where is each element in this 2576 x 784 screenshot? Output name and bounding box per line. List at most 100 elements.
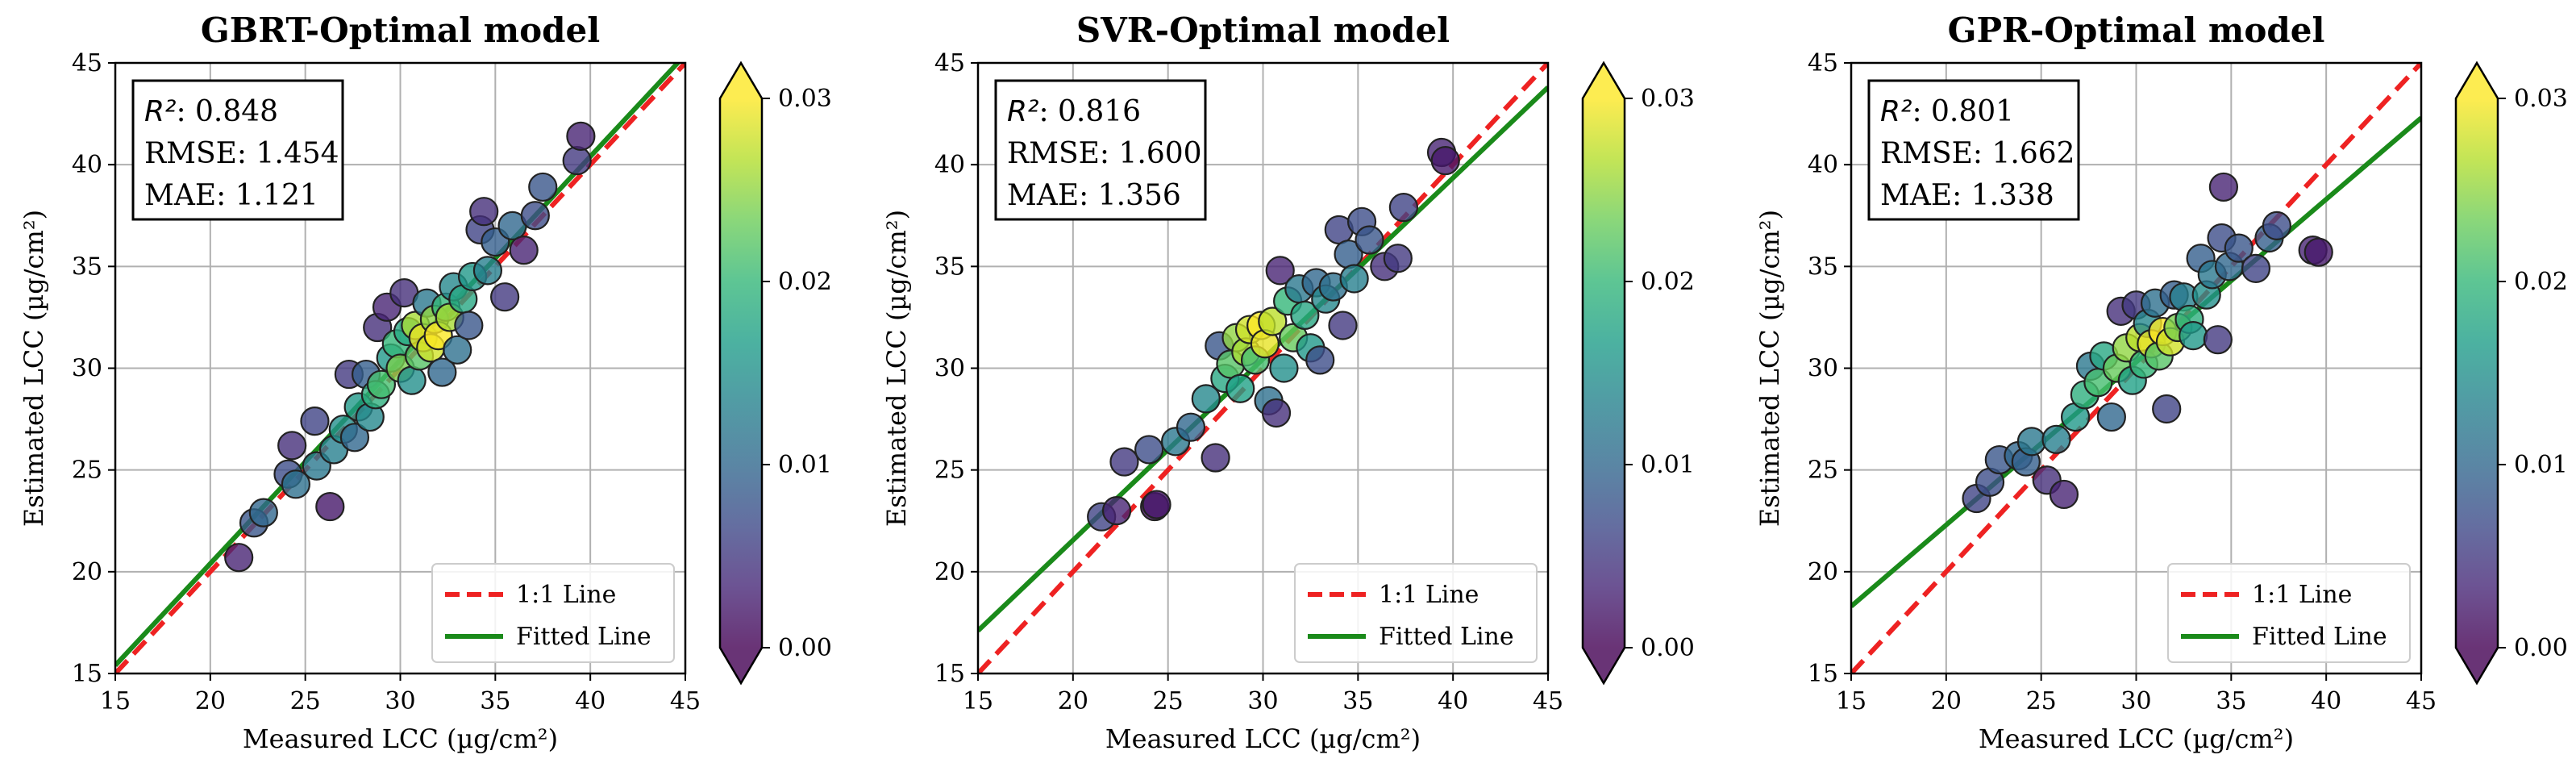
legend: 1:1 Line Fitted Line (1294, 563, 1538, 663)
y-tick-label: 40 (72, 151, 102, 179)
one-to-one-line (1851, 63, 2421, 673)
x-tick-label: 45 (2406, 687, 2437, 715)
scatter-point (2224, 233, 2253, 263)
colorbar-extend-min (2456, 648, 2498, 683)
y-tick-label: 45 (1808, 49, 1838, 77)
scatter-point (1355, 225, 1384, 255)
y-tick-label: 20 (72, 558, 102, 586)
scatter-points (224, 121, 596, 573)
scatter-points (1087, 137, 1460, 532)
legend-label-one-to-one: 1:1 Line (1379, 581, 1479, 609)
colorbar-tick-label: 0.00 (2514, 634, 2568, 662)
y-tick-label: 25 (934, 457, 965, 485)
legend-label-one-to-one: 1:1 Line (516, 581, 616, 609)
scatter-point (528, 172, 558, 202)
colorbar-extend-min (720, 648, 762, 683)
x-axis-label: Measured LCC (µg/cm²) (1105, 724, 1421, 754)
x-tick-label: 15 (963, 687, 993, 715)
scatter-point (2208, 172, 2239, 202)
r2-value: : 0.816 (1038, 95, 1141, 128)
scatter-point (281, 469, 310, 499)
r2-value: : 0.801 (1912, 95, 2014, 128)
legend: 1:1 Line Fitted Line (431, 563, 675, 663)
mae-stat: MAE: 1.356 (1007, 179, 1181, 212)
x-tick-label: 25 (290, 687, 321, 715)
stats-box (131, 79, 344, 221)
colorbar-tick-label: 0.00 (1641, 634, 1695, 662)
rmse-stat: RMSE: 1.600 (1007, 137, 1202, 170)
chart-title: GPR-Optimal model (1948, 10, 2325, 50)
y-tick-label: 15 (72, 660, 102, 688)
x-tick-label: 40 (2311, 687, 2341, 715)
chart-panel-2: 15 20 25 30 35 40 45 15 20 25 30 35 40 45 SVR-Optimal … (881, 10, 1695, 754)
x-tick-label: 40 (575, 687, 606, 715)
r2-label: R² (144, 95, 176, 128)
r2-stat: R²: 0.816 (1007, 95, 1141, 128)
scatter-point (1339, 264, 1369, 294)
x-axis-label: Measured LCC (µg/cm²) (243, 724, 558, 754)
colorbar-tick-label: 0.03 (778, 85, 832, 113)
x-tick-label: 30 (2120, 687, 2151, 715)
colorbar: 0.00 0.01 0.02 0.03 (718, 60, 832, 686)
colorbar-tick-label: 0.01 (2514, 451, 2568, 479)
r2-stat: R²: 0.801 (1880, 95, 2014, 128)
colorbar-gradient (720, 98, 762, 648)
legend-label-fitted: Fitted Line (1379, 623, 1514, 651)
scatter-point (2049, 479, 2079, 510)
scatter-point (248, 498, 278, 528)
scatter-point (1258, 307, 1288, 336)
rmse-stat: RMSE: 1.662 (1880, 137, 2075, 170)
colorbar-tick-label: 0.01 (778, 451, 832, 479)
scatter-point (1328, 311, 1358, 340)
scatter-point (1269, 353, 1299, 383)
x-tick-label: 25 (1153, 687, 1184, 715)
stats-box (1867, 79, 2080, 221)
scatter-point (469, 197, 499, 227)
scatter-point (315, 491, 345, 522)
colorbar-tick-label: 0.01 (1641, 451, 1695, 479)
x-tick-label: 35 (480, 687, 510, 715)
chart-title: GBRT-Optimal model (201, 10, 600, 50)
scatter-point (2179, 321, 2208, 351)
x-tick-label: 25 (2026, 687, 2057, 715)
x-tick-label: 20 (1058, 687, 1088, 715)
y-tick-label: 35 (1808, 252, 1838, 281)
mae-stat: MAE: 1.338 (1880, 179, 2054, 212)
legend-label-one-to-one: 1:1 Line (2252, 581, 2352, 609)
colorbar-extend-max (1583, 63, 1625, 98)
x-tick-label: 30 (385, 687, 415, 715)
x-tick-label: 40 (1438, 687, 1468, 715)
r2-label: R² (1007, 95, 1038, 128)
scatter-point (1226, 373, 1255, 403)
chart-title: SVR-Optimal model (1076, 10, 1450, 50)
colorbar-tick-label: 0.02 (2514, 268, 2568, 296)
rmse-stat: RMSE: 1.454 (144, 137, 339, 170)
y-tick-label: 35 (72, 252, 102, 281)
y-tick-label: 25 (72, 457, 102, 485)
scatter-point (1201, 443, 1230, 473)
scatter-point (1101, 496, 1132, 526)
scatter-point (1191, 384, 1221, 414)
colorbar-extend-min (1583, 648, 1625, 683)
scatter-point (2262, 211, 2291, 240)
scatter-point (2152, 394, 2182, 424)
y-tick-label: 20 (1808, 558, 1838, 586)
colorbar-gradient (2456, 98, 2498, 648)
y-tick-label: 30 (72, 355, 102, 383)
scatter-point (397, 365, 427, 395)
scatter-point (224, 543, 254, 573)
scatter-point (1261, 398, 1292, 428)
r2-value: : 0.848 (176, 95, 278, 128)
scatter-point (2303, 237, 2333, 267)
y-axis-label: Estimated LCC (µg/cm²) (1754, 210, 1785, 527)
chart-panel-1: 15 20 25 30 35 40 45 15 20 25 30 35 40 45 GBRT-Optimal… (19, 10, 832, 754)
x-tick-label: 45 (1533, 687, 1563, 715)
scatter-point (520, 201, 550, 231)
scatter-point (1388, 193, 1418, 223)
legend-label-fitted: Fitted Line (516, 623, 651, 651)
y-tick-label: 40 (1808, 151, 1838, 179)
y-axis-label: Estimated LCC (µg/cm²) (881, 210, 912, 527)
y-tick-label: 15 (934, 660, 965, 688)
scatter-point (1142, 490, 1171, 519)
colorbar-extend-max (2456, 63, 2498, 98)
